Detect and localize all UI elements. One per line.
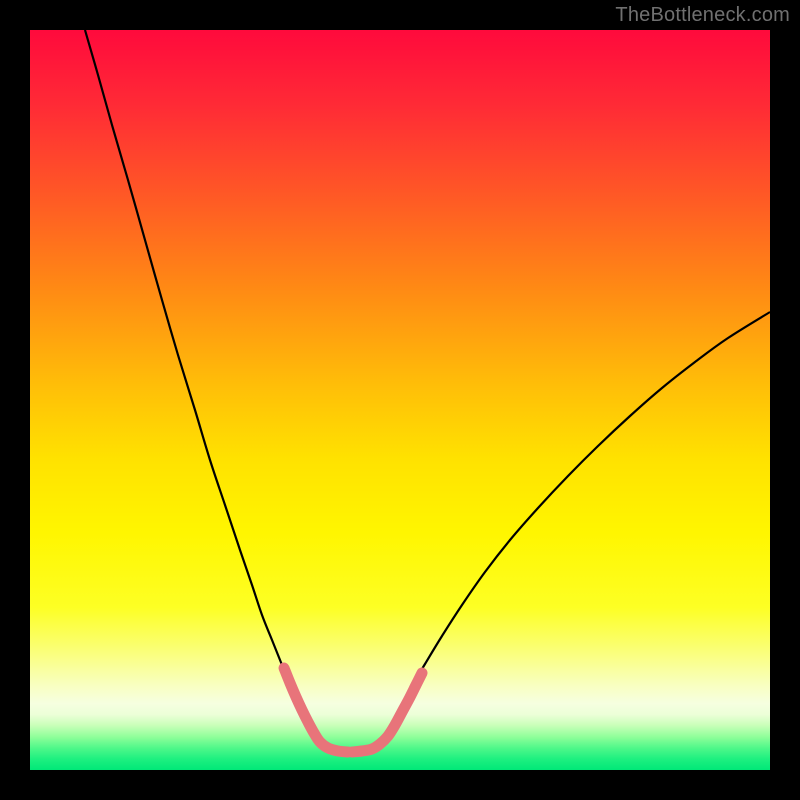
bottleneck-chart — [0, 0, 800, 800]
plot-background — [30, 30, 770, 770]
watermark: TheBottleneck.com — [615, 4, 790, 27]
